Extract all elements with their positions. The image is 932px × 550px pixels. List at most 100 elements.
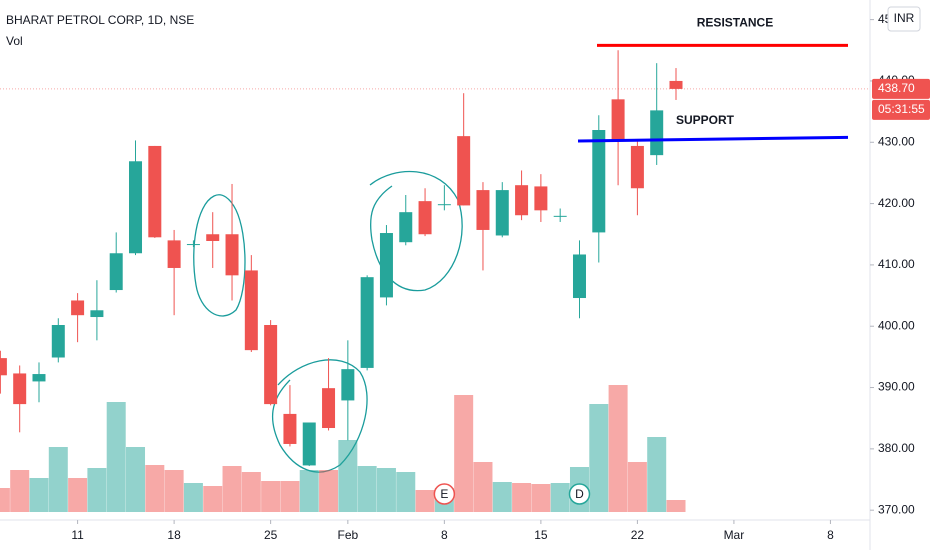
y-tick-label: 410.00 xyxy=(878,257,915,271)
candle-body xyxy=(264,325,278,405)
x-tick-label: 11 xyxy=(71,528,84,542)
candle-body xyxy=(650,110,664,156)
support-line xyxy=(577,135,849,143)
volume-bar xyxy=(29,478,49,512)
candle-body xyxy=(244,270,258,351)
y-tick-label: 390.00 xyxy=(878,380,915,394)
volume-bar xyxy=(261,481,281,512)
y-tick-label: 420.00 xyxy=(878,196,915,210)
y-tick-label: 430.00 xyxy=(878,134,915,148)
candle-body xyxy=(167,240,181,268)
x-tick-label: 25 xyxy=(264,528,278,542)
volume-bar xyxy=(183,483,203,512)
x-tick-label: Feb xyxy=(338,528,359,542)
volume-bar xyxy=(87,468,107,512)
y-tick-label: 370.00 xyxy=(878,502,915,516)
volume-bar xyxy=(454,395,474,512)
event-label: E xyxy=(440,487,448,501)
volume-bar xyxy=(512,483,532,512)
volume-bar xyxy=(376,468,396,512)
candle-body xyxy=(206,234,220,241)
candle-body xyxy=(630,145,644,189)
volume-bar xyxy=(48,447,68,512)
candle-body xyxy=(322,388,336,429)
volume-bar xyxy=(319,470,339,512)
volume-bar xyxy=(106,402,126,512)
x-tick-label: Mar xyxy=(724,528,745,542)
currency-button xyxy=(887,6,921,32)
candle-body xyxy=(592,130,606,233)
y-tick-label: 400.00 xyxy=(878,318,915,332)
candle-body xyxy=(283,413,297,444)
volume-bar xyxy=(68,478,88,512)
currency-label: INR xyxy=(894,11,915,25)
candle-body xyxy=(129,161,143,254)
candle-body xyxy=(225,234,239,276)
candle-body xyxy=(572,254,586,299)
resistance-label: RESISTANCE xyxy=(697,16,773,30)
volume-bar xyxy=(299,470,319,512)
y-tick-label: 380.00 xyxy=(878,441,915,455)
event-marker xyxy=(433,483,456,505)
candle-body xyxy=(148,145,162,238)
volume-bar xyxy=(145,465,165,512)
volume-bar xyxy=(647,437,667,512)
candle-body xyxy=(360,277,374,368)
volume-bar xyxy=(222,466,242,512)
countdown-box xyxy=(872,99,930,120)
candle-body xyxy=(669,80,683,89)
volume-bar xyxy=(396,472,416,512)
x-tick-label: 15 xyxy=(534,528,548,542)
last-price-box xyxy=(872,78,930,99)
x-tick-label: 18 xyxy=(167,528,181,542)
candle-body xyxy=(457,136,471,206)
volume-bar xyxy=(473,462,493,512)
candle-body xyxy=(437,204,451,206)
candle-body xyxy=(32,374,46,382)
volume-bar xyxy=(241,472,261,512)
freehand-circle xyxy=(369,170,463,292)
chart-title: BHARAT PETROL CORP, 1D, NSE xyxy=(6,13,194,27)
candle-body xyxy=(534,186,548,211)
candle-body xyxy=(341,369,355,401)
volume-bar xyxy=(10,470,30,512)
volume-bar xyxy=(492,482,512,512)
volume-bar xyxy=(415,490,435,512)
support-label: SUPPORT xyxy=(676,113,735,127)
volume-bar xyxy=(280,481,300,512)
volume-bar xyxy=(357,466,377,512)
volume-label: Vol xyxy=(6,34,23,48)
volume-bar xyxy=(531,484,551,512)
volume-bar xyxy=(203,486,223,512)
volume-bar xyxy=(164,470,184,512)
last-price-label: 438.70 xyxy=(878,81,915,95)
freehand-circle xyxy=(193,194,246,317)
event-marker xyxy=(568,483,591,505)
candle-body xyxy=(476,190,490,230)
candle-body xyxy=(71,300,85,316)
volume-bar xyxy=(666,500,686,512)
candle-body xyxy=(399,212,413,243)
candle-body xyxy=(515,185,529,216)
candle-body xyxy=(495,190,509,236)
candle-body xyxy=(418,201,432,235)
candle-body xyxy=(553,215,567,217)
candle-body xyxy=(51,325,65,358)
volume-bar xyxy=(338,440,358,512)
volume-bar xyxy=(126,447,146,512)
candle-body xyxy=(90,310,104,318)
candle-body xyxy=(611,99,625,142)
volume-bar xyxy=(589,404,609,512)
candle-body xyxy=(109,253,123,291)
candle-body xyxy=(379,233,393,298)
volume-bar xyxy=(0,488,10,512)
candle-body xyxy=(186,244,200,246)
countdown-label: 05:31:55 xyxy=(878,102,925,116)
candle-body xyxy=(13,373,27,405)
volume-bar xyxy=(550,483,570,512)
event-label: D xyxy=(575,487,584,501)
x-tick-label: 8 xyxy=(827,528,834,542)
volume-bar xyxy=(627,462,647,512)
x-tick-label: 8 xyxy=(441,528,448,542)
